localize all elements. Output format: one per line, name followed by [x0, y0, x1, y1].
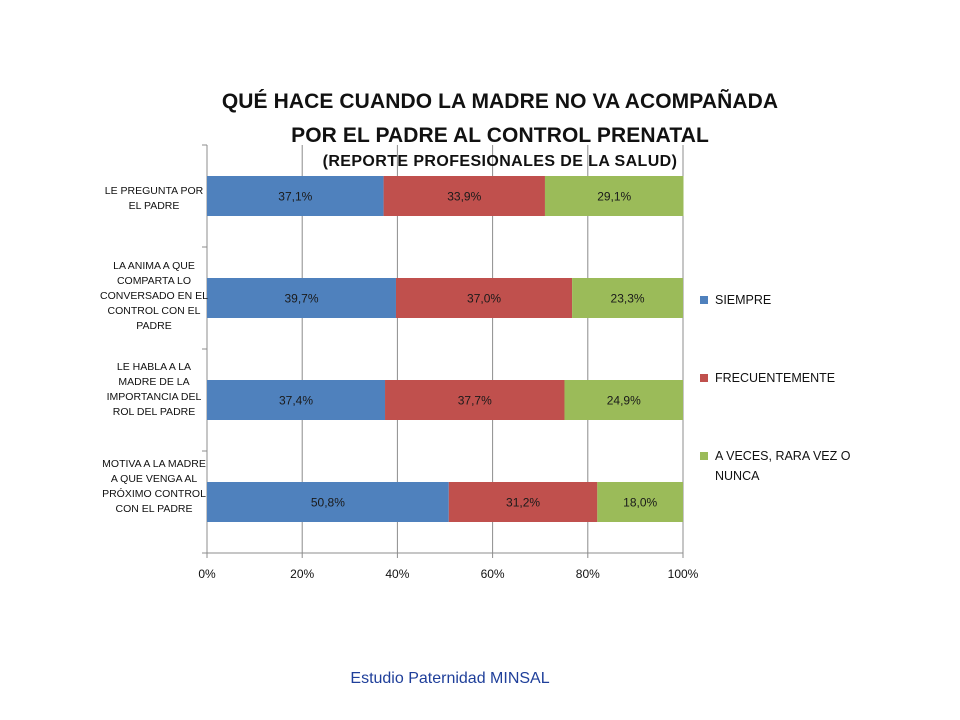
category-label-3: LE HABLA A LA MADRE DE LA IMPORTANCIA DE… — [106, 361, 202, 418]
bar-4-series-2 — [448, 482, 598, 522]
bar-2-series-2 — [395, 278, 573, 318]
data-label-3-series-1: 37,4% — [279, 394, 313, 408]
bar-1-series-2 — [383, 176, 545, 216]
x-tick-label-0: 0% — [198, 567, 216, 581]
data-label-4-series-2: 31,2% — [506, 496, 540, 510]
bar-1-series-1 — [207, 176, 384, 216]
x-tick-label-2: 40% — [385, 567, 409, 581]
data-label-2-series-2: 37,0% — [467, 292, 501, 306]
bar-3-series-3 — [564, 380, 683, 420]
legend-label-a-veces: A VECES, RARA VEZ O NUNCA — [715, 449, 851, 483]
legend-swatch-frecuentemente — [700, 374, 708, 382]
bar-4-series-1 — [207, 482, 449, 522]
chart-title-line-1: QUÉ HACE CUANDO LA MADRE NO VA ACOMPAÑAD… — [221, 90, 779, 113]
data-label-1-series-3: 29,1% — [597, 190, 631, 204]
bar-3-series-2 — [385, 380, 565, 420]
x-tick-label-1: 20% — [290, 567, 314, 581]
data-label-2-series-1: 39,7% — [284, 292, 318, 306]
category-label-4: MOTIVA A LA MADRE A QUE VENGA AL PRÓXIMO… — [102, 458, 206, 515]
legend-label-siempre: SIEMPRE — [715, 293, 772, 307]
bar-2-series-3 — [572, 278, 683, 318]
bar-2-series-1 — [207, 278, 396, 318]
x-tick-label-4: 80% — [576, 567, 600, 581]
x-tick-label-5: 100% — [668, 567, 699, 581]
bar-4-series-3 — [597, 482, 683, 522]
bar-1-series-3 — [544, 176, 684, 216]
data-label-3-series-3: 24,9% — [607, 394, 641, 408]
data-label-1-series-2: 33,9% — [447, 190, 481, 204]
category-label-2: LA ANIMA A QUE COMPARTA LO CONVERSADO EN… — [100, 260, 208, 332]
footer-source: Estudio Paternidad MINSAL — [350, 670, 550, 687]
category-label-1: LE PREGUNTA POR EL PADRE — [104, 185, 204, 212]
bar-3-series-1 — [207, 380, 386, 420]
data-label-3-series-2: 37,7% — [458, 394, 492, 408]
chart-subtitle: (REPORTE PROFESIONALES DE LA SALUD) — [322, 153, 678, 170]
legend-swatch-siempre — [700, 296, 708, 304]
chart-title-line-2: POR EL PADRE AL CONTROL PRENATAL — [291, 124, 709, 147]
legend-swatch-a-veces — [700, 452, 708, 460]
legend-label-frecuentemente: FRECUENTEMENTE — [715, 371, 836, 385]
data-label-1-series-1: 37,1% — [278, 190, 312, 204]
data-label-2-series-3: 23,3% — [611, 292, 645, 306]
data-label-4-series-3: 18,0% — [623, 496, 657, 510]
data-label-4-series-1: 50,8% — [311, 496, 345, 510]
x-tick-label-3: 60% — [481, 567, 505, 581]
